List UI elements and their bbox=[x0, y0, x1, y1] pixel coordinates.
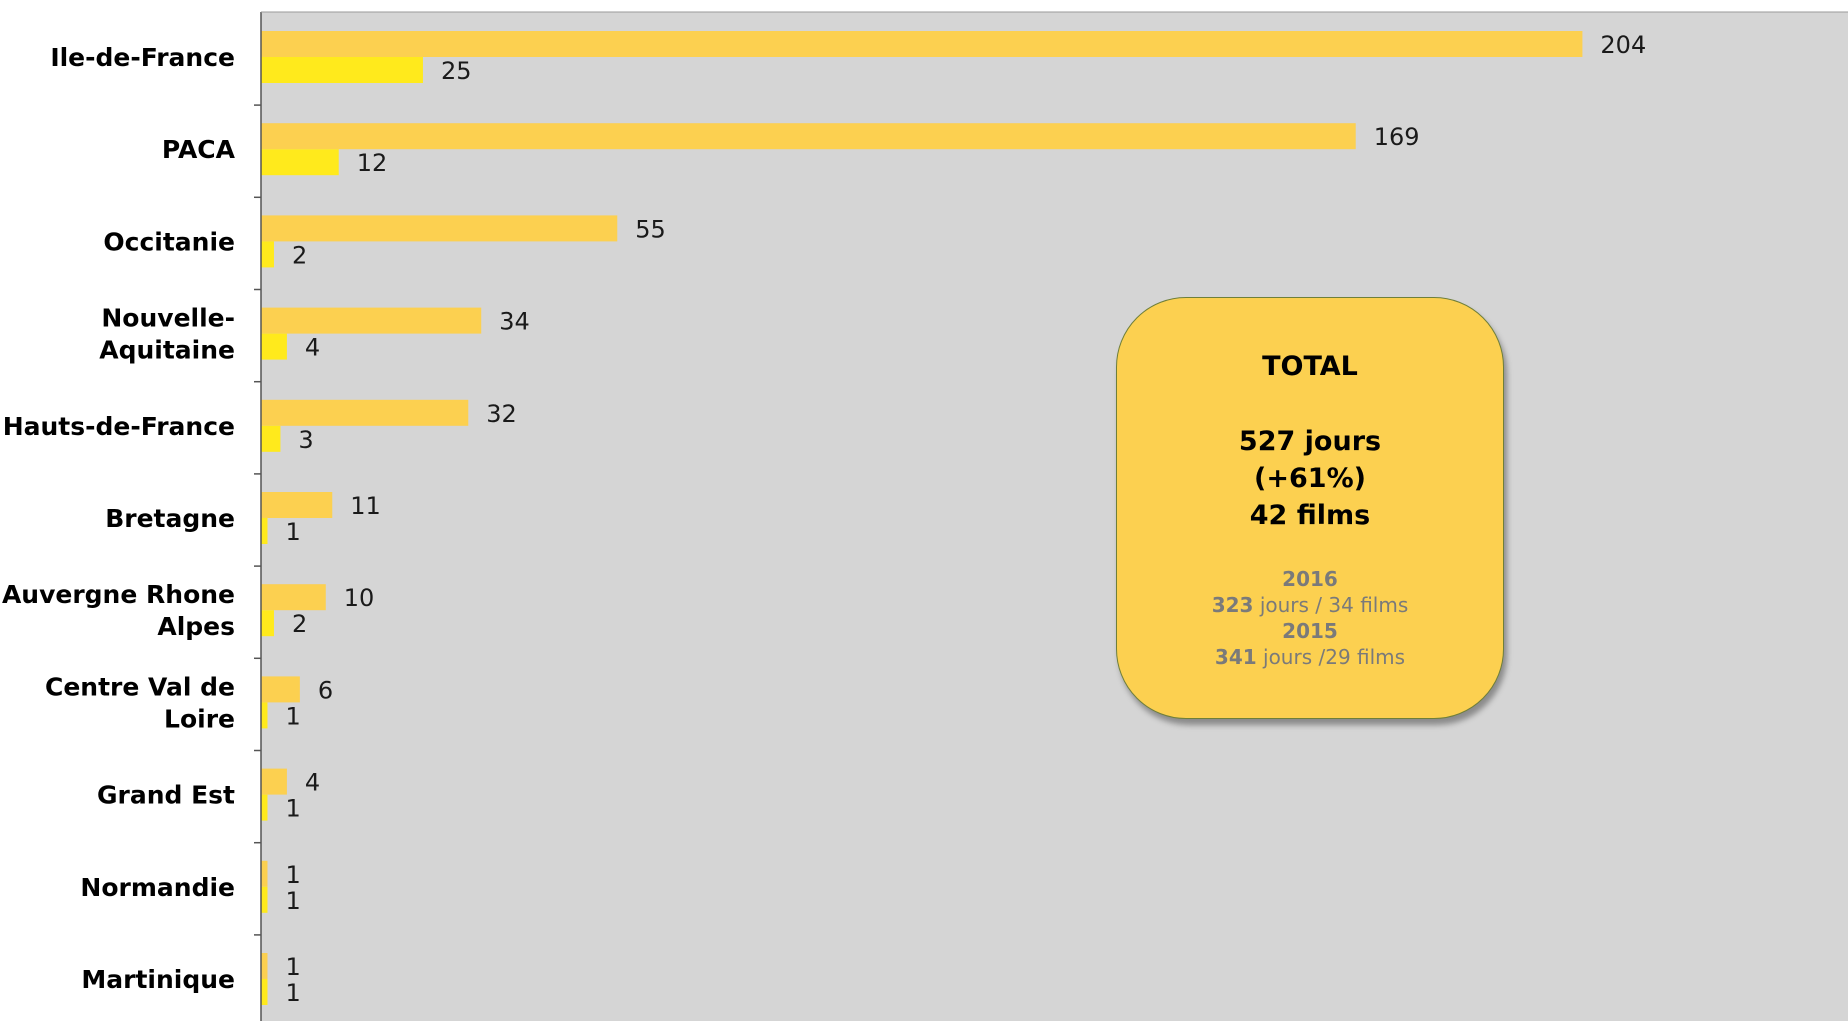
category-label-occitanie: Occitanie bbox=[103, 227, 235, 256]
data-label-bretagne-s1: 11 bbox=[350, 492, 381, 520]
bar-centre-val-de-loire-s2 bbox=[261, 702, 268, 729]
bar-normandie-s1 bbox=[261, 860, 268, 887]
data-label-hauts-de-france-s2: 3 bbox=[298, 426, 313, 454]
category-label-paca: PACA bbox=[162, 135, 236, 164]
data-label-auvergne-rhone-alpes-s1: 10 bbox=[344, 584, 375, 612]
data-label-ile-de-france-s2: 25 bbox=[441, 57, 472, 85]
data-label-hauts-de-france-s1: 32 bbox=[486, 400, 517, 428]
category-label-bretagne: Bretagne bbox=[105, 504, 235, 533]
data-label-occitanie-s1: 55 bbox=[635, 215, 666, 243]
summary-percent-change: (+61%) bbox=[1254, 463, 1366, 494]
bar-auvergne-rhone-alpes-s2 bbox=[261, 610, 274, 637]
bar-nouvelle-aquitaine-s1 bbox=[261, 307, 482, 334]
bar-martinique-s2 bbox=[261, 979, 268, 1005]
bars-layer bbox=[261, 31, 1583, 1005]
data-label-grand-est-s2: 1 bbox=[285, 795, 300, 823]
data-label-normandie-s1: 1 bbox=[285, 861, 300, 889]
bar-ile-de-france-s2 bbox=[261, 57, 423, 83]
bar-auvergne-rhone-alpes-s1 bbox=[261, 584, 326, 611]
category-axis bbox=[254, 11, 1848, 1021]
bar-occitanie-s1 bbox=[261, 215, 618, 242]
data-label-paca-s1: 169 bbox=[1374, 123, 1420, 151]
labels-layer: 20425Ile-de-France16912PACA552Occitanie3… bbox=[2, 31, 1646, 1007]
data-label-bretagne-s2: 1 bbox=[285, 518, 300, 546]
data-label-martinique-s1: 1 bbox=[285, 953, 300, 981]
history-days-2016: 323 bbox=[1211, 593, 1254, 617]
bar-nouvelle-aquitaine-s2 bbox=[261, 333, 287, 360]
data-label-nouvelle-aquitaine-s1: 34 bbox=[499, 308, 530, 336]
category-label-grand-est: Grand Est bbox=[97, 781, 235, 810]
bar-paca-s1 bbox=[261, 123, 1356, 150]
category-label-nouvelle-aquitaine: Nouvelle-Aquitaine bbox=[99, 304, 235, 365]
data-label-centre-val-de-loire-s2: 1 bbox=[285, 702, 300, 730]
summary-total-days: 527 jours bbox=[1238, 426, 1382, 457]
data-label-auvergne-rhone-alpes-s2: 2 bbox=[292, 610, 307, 638]
data-label-grand-est-s1: 4 bbox=[305, 769, 320, 797]
data-label-paca-s2: 12 bbox=[357, 149, 388, 177]
history-year-2015: 2015 bbox=[1282, 619, 1338, 643]
bar-martinique-s1 bbox=[261, 953, 268, 979]
data-label-occitanie-s2: 2 bbox=[292, 241, 307, 269]
summary-main: 527 jours (+61%) 42 films bbox=[1117, 423, 1503, 534]
data-label-martinique-s2: 1 bbox=[285, 979, 300, 1007]
bar-bretagne-s1 bbox=[261, 492, 333, 518]
total-summary-box: TOTAL 527 jours (+61%) 42 films 2016 323… bbox=[1116, 297, 1504, 719]
bar-normandie-s2 bbox=[261, 886, 268, 913]
category-label-auvergne-rhone-alpes: Auvergne Rhone Alpes bbox=[2, 580, 235, 641]
category-label-ile-de-france: Ile-de-France bbox=[50, 43, 235, 72]
bar-bretagne-s2 bbox=[261, 518, 268, 544]
summary-title: TOTAL bbox=[1262, 351, 1358, 382]
bar-grand-est-s1 bbox=[261, 768, 287, 795]
category-label-hauts-de-france: Hauts-de-France bbox=[3, 412, 235, 441]
history-line-2016: 323 jours / 34 films bbox=[1117, 592, 1503, 618]
bar-hauts-de-france-s2 bbox=[261, 425, 281, 452]
history-days-2015: 341 bbox=[1214, 645, 1257, 669]
bar-centre-val-de-loire-s1 bbox=[261, 676, 300, 703]
category-label-centre-val-de-loire: Centre Val de Loire bbox=[45, 672, 235, 733]
bar-ile-de-france-s1 bbox=[261, 31, 1583, 57]
history-text-2016: jours / 34 films bbox=[1253, 593, 1409, 617]
history-year-2016: 2016 bbox=[1282, 567, 1338, 591]
data-label-centre-val-de-loire-s1: 6 bbox=[318, 676, 333, 704]
data-label-ile-de-france-s1: 204 bbox=[1600, 31, 1646, 59]
summary-history: 2016 323 jours / 34 films 2015 341 jours… bbox=[1117, 566, 1503, 670]
history-line-2015: 341 jours /29 films bbox=[1117, 644, 1503, 670]
history-text-2015: jours /29 films bbox=[1256, 645, 1406, 669]
bar-occitanie-s2 bbox=[261, 241, 274, 268]
category-label-martinique: Martinique bbox=[81, 965, 235, 994]
summary-total-films: 42 films bbox=[1249, 500, 1371, 531]
bar-grand-est-s2 bbox=[261, 794, 268, 821]
bar-paca-s2 bbox=[261, 149, 339, 176]
data-label-normandie-s2: 1 bbox=[285, 887, 300, 915]
bar-hauts-de-france-s1 bbox=[261, 399, 469, 426]
data-label-nouvelle-aquitaine-s2: 4 bbox=[305, 334, 320, 362]
plot-area bbox=[261, 12, 1848, 1021]
category-label-normandie: Normandie bbox=[80, 873, 235, 902]
